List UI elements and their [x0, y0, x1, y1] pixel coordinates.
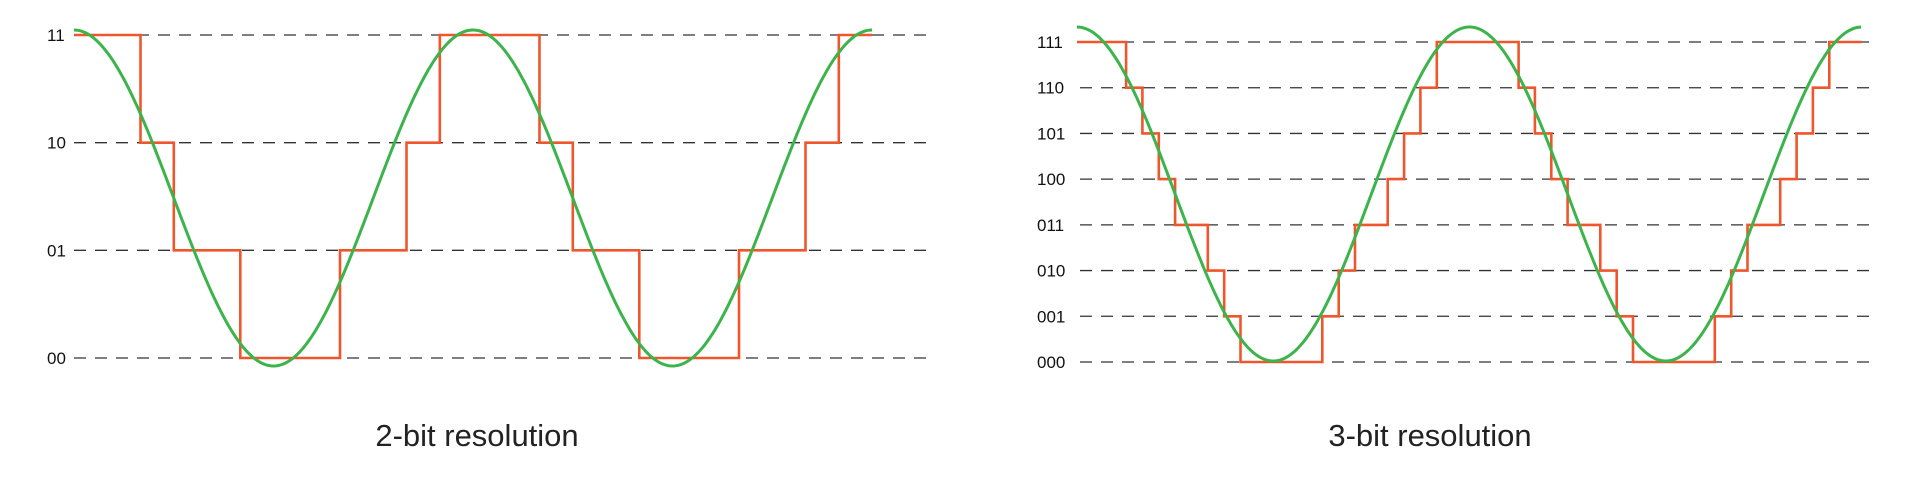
quantized-signal-staircase: [74, 33, 872, 360]
level-label-011: 011: [1037, 216, 1064, 235]
level-label-00: 00: [47, 349, 66, 368]
level-label-110: 110: [1037, 79, 1064, 98]
level-label-111: 111: [1037, 33, 1063, 52]
caption-3-bit-resolution: 3-bit resolution: [1328, 418, 1531, 453]
quantized-signal-staircase: [1077, 40, 1862, 364]
level-label-100: 100: [1037, 170, 1065, 189]
analog-signal-wave: [73, 28, 873, 368]
panel-2-bit: 00 01 10 11: [47, 26, 935, 368]
level-label-11: 11: [47, 26, 65, 45]
level-label-010: 010: [1037, 262, 1065, 281]
level-label-10: 10: [47, 134, 66, 153]
caption-2-bit-resolution: 2-bit resolution: [375, 418, 578, 453]
level-label-01: 01: [47, 241, 66, 260]
level-label-001: 001: [1037, 307, 1065, 326]
panel-3-bit: 000 001 010 011 100 101 110 111: [1037, 25, 1875, 372]
analog-signal-wave: [1076, 25, 1862, 363]
level-label-101: 101: [1037, 124, 1065, 143]
level-label-000: 000: [1037, 353, 1065, 372]
